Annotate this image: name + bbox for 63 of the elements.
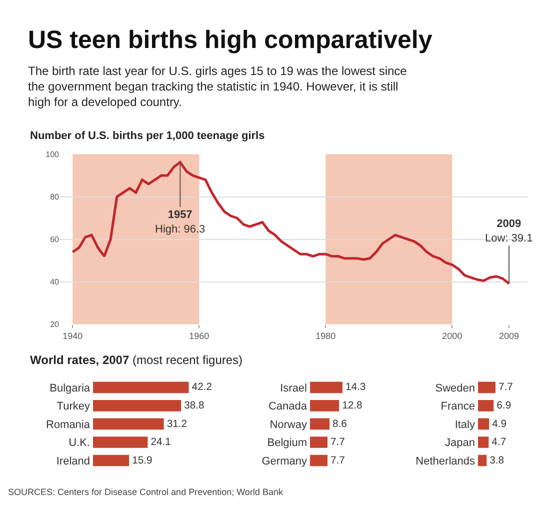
annotation: 2009 Low: 39.1 — [485, 218, 533, 244]
data-label: 12.8 — [342, 400, 362, 412]
y-tick-label: 80 — [50, 192, 60, 202]
y-tick-label: Israel — [280, 382, 307, 394]
y-tick-label: Norway — [270, 418, 308, 431]
data-label: 14.3 — [345, 382, 366, 394]
y-tick-label: Italy — [454, 418, 476, 431]
data-label: 15.9 — [132, 455, 153, 466]
bar — [310, 382, 342, 394]
data-label: 7.7 — [498, 382, 514, 394]
data-label: 42.2 — [192, 382, 212, 394]
bar — [310, 418, 330, 430]
bar — [310, 454, 328, 466]
y-tick-label: Japan — [445, 437, 475, 450]
bar — [310, 436, 328, 448]
data-label: 7.7 — [330, 455, 346, 466]
bar — [93, 400, 182, 412]
x-tick-label: 2009 — [499, 331, 520, 342]
data-label: 8.6 — [332, 418, 348, 430]
y-tick-label: 20 — [50, 320, 60, 330]
data-label: 4.7 — [492, 437, 506, 448]
bar — [93, 418, 164, 430]
y-tick-label: Canada — [268, 400, 308, 413]
data-label: 24.1 — [150, 437, 172, 448]
y-tick-label: Netherlands — [416, 455, 476, 468]
y-axis-title: Number of U.S. births per 1,000 teenage girls — [30, 130, 265, 142]
data-label: 6.9 — [496, 400, 512, 412]
y-tick-label: 40 — [50, 278, 60, 287]
bar — [478, 418, 490, 430]
x-tick-label: 2000 — [442, 331, 462, 342]
y-tick-label: Romania — [46, 418, 91, 431]
data-label: 4.9 — [492, 418, 507, 430]
bar — [93, 382, 189, 394]
x-tick-label: 1960 — [189, 331, 210, 342]
y-tick-label: Turkey — [56, 400, 90, 413]
y-tick-label: France — [440, 400, 475, 413]
chart-title: World rates, 2007 — [30, 353, 130, 367]
bar — [478, 436, 489, 448]
bar — [478, 382, 496, 394]
y-tick-label: 60 — [50, 235, 60, 244]
bar — [478, 400, 494, 412]
annotation: 1957 High: 96.3 — [155, 209, 206, 236]
data-label: 7.7 — [330, 437, 346, 448]
data-label: 31.2 — [166, 418, 188, 430]
source-note: SOURCES: Centers for Disease Control and Prevention; World Bank — [8, 487, 284, 497]
y-tick-label: U.K. — [68, 437, 90, 450]
bar — [478, 454, 487, 466]
bar — [93, 454, 130, 466]
chart-title: US teen births high comparatively — [28, 26, 432, 54]
data-label: 38.8 — [184, 400, 205, 412]
chart-subtitle: The birth rate last year for U.S. girls ages 15 to 19 was the lowest since the government began tracking the statistic in 1940. However, it is still high for a developed country. — [28, 64, 408, 110]
x-tick-label: 1940 — [62, 331, 83, 342]
bar — [310, 400, 340, 412]
y-tick-label: Germany — [262, 455, 308, 468]
chart-subtitle: (most recent figures) — [132, 353, 243, 367]
bar — [93, 436, 148, 448]
y-tick-label: Bulgaria — [50, 382, 91, 394]
data-label: 3.8 — [490, 455, 504, 466]
y-tick-label: Ireland — [56, 455, 90, 468]
x-tick-label: 1980 — [316, 331, 336, 342]
y-tick-label: 100 — [46, 150, 60, 160]
y-tick-label: Belgium — [267, 437, 307, 450]
y-tick-label: Sweden — [435, 382, 475, 394]
